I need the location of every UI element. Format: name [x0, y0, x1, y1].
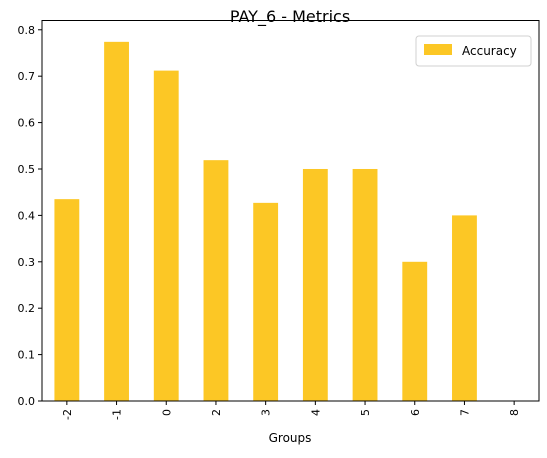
x-tick-label: 7: [458, 409, 471, 416]
bar: [104, 41, 129, 401]
x-tick-label: -1: [111, 409, 124, 420]
plot-frame: [41, 20, 540, 402]
bar: [402, 261, 428, 401]
x-axis-label: Groups: [269, 431, 312, 445]
y-tick-label: 0.1: [18, 349, 36, 362]
bar: [54, 199, 80, 401]
bar: [302, 168, 328, 401]
y-tick-label: 0.0: [18, 395, 36, 408]
x-axis: -2 -1 0 2 3 4 5 6 7 8: [61, 401, 521, 420]
bar: [352, 168, 378, 401]
x-tick-label: 4: [309, 409, 322, 416]
x-tick-label: 0: [160, 409, 173, 416]
y-tick-label: 0.3: [18, 256, 36, 269]
y-axis: 0.0 0.1 0.2 0.3 0.4 0.5 0.6 0.7 0.8: [18, 24, 42, 408]
y-tick-label: 0.7: [18, 70, 36, 83]
x-tick-label: 6: [409, 409, 422, 416]
y-tick-label: 0.5: [18, 163, 36, 176]
chart-title: PAY_6 - Metrics: [230, 7, 350, 27]
bar: [203, 160, 229, 401]
x-tick-label: 2: [210, 409, 223, 416]
x-tick-label: 8: [508, 409, 521, 416]
bar: [452, 215, 477, 401]
bar: [253, 202, 279, 401]
y-tick-label: 0.6: [18, 117, 36, 130]
y-tick-label: 0.8: [18, 24, 36, 37]
x-tick-label: 3: [260, 409, 273, 416]
legend-swatch: [424, 44, 452, 55]
x-tick-label: 5: [359, 409, 372, 416]
y-tick-label: 0.4: [18, 209, 36, 222]
legend-label: Accuracy: [462, 44, 517, 58]
legend-box: [415, 35, 532, 67]
bar-series: [54, 41, 477, 402]
legend: Accuracy: [415, 35, 532, 67]
x-tick-label: -2: [61, 409, 74, 420]
y-tick-label: 0.2: [18, 302, 36, 315]
bar: [153, 70, 179, 402]
